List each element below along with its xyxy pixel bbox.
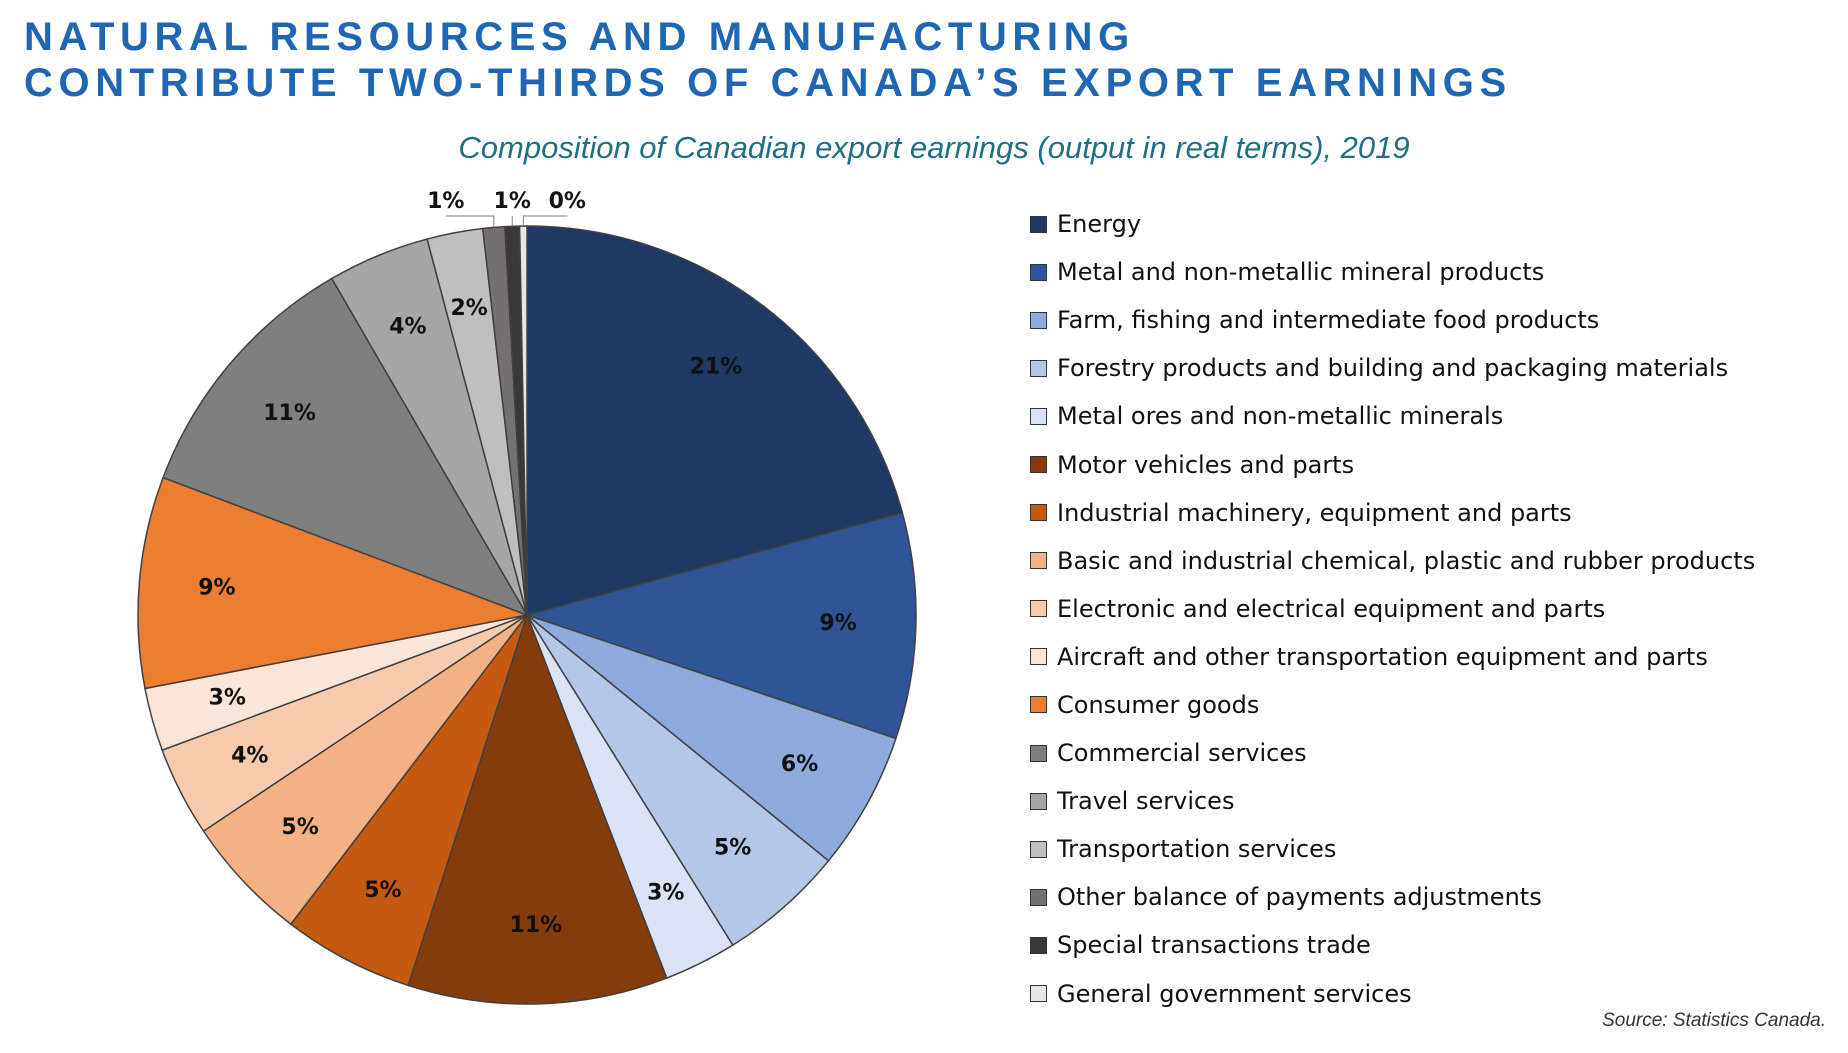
slice-label-commercial-services: 11% <box>263 401 316 426</box>
legend-item-energy: Energy <box>1030 200 1755 248</box>
legend-swatch <box>1030 888 1047 906</box>
legend-swatch <box>1030 552 1047 570</box>
legend-item-electronic-and-electrical-equipment-and-parts: Electronic and electrical equipment and … <box>1030 585 1755 633</box>
slice-label-energy: 21% <box>690 355 743 380</box>
pie-slice-metal-and-non-metallic-mineral-products <box>524 511 917 740</box>
slice-label-metal-ores-and-non-metallic-minerals: 3% <box>647 881 684 906</box>
pie-slice-consumer-goods <box>137 476 530 690</box>
legend-label: Basic and industrial chemical, plastic a… <box>1057 546 1756 575</box>
legend-swatch <box>1030 936 1047 954</box>
legend-item-motor-vehicles-and-parts: Motor vehicles and parts <box>1030 440 1755 488</box>
legend-swatch <box>1030 648 1047 666</box>
legend-item-other-balance-of-payments-adjustments: Other balance of payments adjustments <box>1030 873 1755 921</box>
slice-label-forestry-products-and-building-and-packaging-materials: 5% <box>714 836 751 861</box>
pie-slice-energy <box>526 225 904 616</box>
legend-label: Consumer goods <box>1057 690 1260 719</box>
legend-swatch <box>1030 263 1047 281</box>
slice-label-aircraft-and-other-transportation-equipment-and-parts: 3% <box>209 686 246 711</box>
slice-label-electronic-and-electrical-equipment-and-parts: 4% <box>231 743 268 768</box>
legend-label: Metal and non-metallic mineral products <box>1057 258 1545 287</box>
legend-label: General government services <box>1057 979 1412 1008</box>
slice-label-special-transactions-trade: 1% <box>494 189 531 214</box>
legend-swatch <box>1030 696 1047 714</box>
legend-item-basic-and-industrial-chemical-plastic-and-rubber-products: Basic and industrial chemical, plastic a… <box>1030 537 1755 585</box>
legend-item-special-transactions-trade: Special transactions trade <box>1030 921 1755 969</box>
pie-slice-commercial-services <box>162 277 529 617</box>
legend-item-transportation-services: Transportation services <box>1030 825 1755 873</box>
legend-item-consumer-goods: Consumer goods <box>1030 681 1755 729</box>
pie-slice-motor-vehicles-and-parts <box>407 612 668 1005</box>
legend-label: Special transactions trade <box>1057 931 1371 960</box>
legend-swatch <box>1030 840 1047 858</box>
legend-item-general-government-services: General government services <box>1030 970 1755 1018</box>
slice-label-transportation-services: 2% <box>451 296 488 321</box>
slice-label-other-balance-of-payments-adjustments: 1% <box>427 189 464 214</box>
slice-label-motor-vehicles-and-parts: 11% <box>510 913 563 938</box>
pie-slice-industrial-machinery-equipment-and-parts <box>289 614 528 987</box>
legend-label: Industrial machinery, equipment and part… <box>1057 498 1572 527</box>
slice-label-metal-and-non-metallic-mineral-products: 9% <box>819 611 856 636</box>
legend-swatch <box>1030 359 1047 377</box>
slice-label-industrial-machinery-equipment-and-parts: 5% <box>364 878 401 903</box>
legend-swatch <box>1030 215 1047 233</box>
legend-label: Energy <box>1057 210 1142 239</box>
source-note: Source: Statistics Canada. <box>1602 1010 1826 1031</box>
legend-label: Forestry products and building and packa… <box>1057 354 1729 383</box>
legend-label: Motor vehicles and parts <box>1057 450 1355 479</box>
legend-label: Metal ores and non-metallic minerals <box>1057 402 1504 431</box>
legend-label: Electronic and electrical equipment and … <box>1057 594 1606 623</box>
legend-swatch <box>1030 504 1047 522</box>
legend-item-farm-fishing-and-intermediate-food-products: Farm, fishing and intermediate food prod… <box>1030 296 1755 344</box>
legend-label: Travel services <box>1057 787 1235 816</box>
leader-line-general-government-services <box>522 215 568 227</box>
legend-label: Farm, fishing and intermediate food prod… <box>1057 306 1600 335</box>
legend-label: Aircraft and other transportation equipm… <box>1057 642 1708 671</box>
slice-label-basic-and-industrial-chemical-plastic-and-rubber-products: 5% <box>281 815 318 840</box>
legend-swatch <box>1030 985 1047 1003</box>
chart-subtitle: Composition of Canadian export earnings … <box>458 130 1410 165</box>
legend-swatch <box>1030 792 1047 810</box>
legend-item-industrial-machinery-equipment-and-parts: Industrial machinery, equipment and part… <box>1030 489 1755 537</box>
legend-item-travel-services: Travel services <box>1030 777 1755 825</box>
chart-title: NATURAL RESOURCES AND MANUFACTURING CONT… <box>24 14 1512 106</box>
pie-slice-farm-fishing-and-intermediate-food-products <box>526 614 897 862</box>
legend-item-aircraft-and-other-transportation-equipment-and-parts: Aircraft and other transportation equipm… <box>1030 633 1755 681</box>
chart-title-line-1: NATURAL RESOURCES AND MANUFACTURING <box>24 15 1135 59</box>
leader-line-other-balance-of-payments-adjustments <box>445 215 495 228</box>
slice-label-farm-fishing-and-intermediate-food-products: 6% <box>781 752 818 777</box>
legend-label: Transportation services <box>1057 835 1337 864</box>
slice-label-consumer-goods: 9% <box>198 575 235 600</box>
slice-label-general-government-services: 0% <box>549 189 586 214</box>
legend-item-metal-ores-and-non-metallic-minerals: Metal ores and non-metallic minerals <box>1030 392 1755 440</box>
legend-swatch <box>1030 600 1047 618</box>
legend-label: Commercial services <box>1057 739 1307 768</box>
legend-item-forestry-products-and-building-and-packaging-materials: Forestry products and building and packa… <box>1030 344 1755 392</box>
legend-item-metal-and-non-metallic-mineral-products: Metal and non-metallic mineral products <box>1030 248 1755 296</box>
legend-swatch <box>1030 407 1047 425</box>
legend-label: Other balance of payments adjustments <box>1057 883 1542 912</box>
legend-item-commercial-services: Commercial services <box>1030 729 1755 777</box>
legend-swatch <box>1030 311 1047 329</box>
chart-title-line-2: CONTRIBUTE TWO-THIRDS OF CANADA’S EXPORT… <box>24 61 1512 105</box>
slice-label-travel-services: 4% <box>389 314 426 339</box>
legend-swatch <box>1030 456 1047 474</box>
chart-legend: Energy Metal and non-metallic mineral pro… <box>1030 200 1755 1018</box>
legend-swatch <box>1030 744 1047 762</box>
